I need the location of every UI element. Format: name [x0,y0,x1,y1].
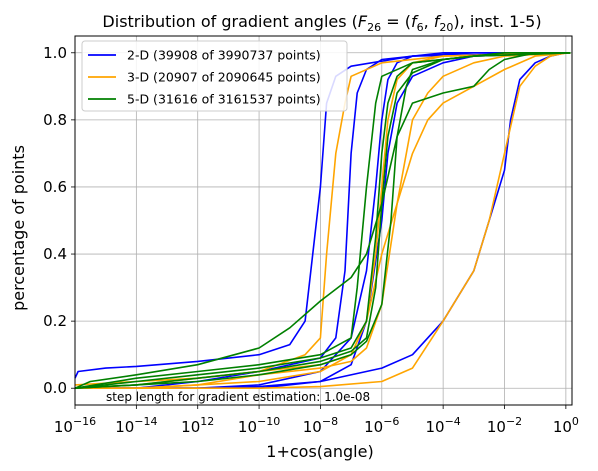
series-2-curve-0 [74,52,571,389]
x-tick-label: 10−14 [115,415,157,436]
plot-lines [74,52,571,389]
series-1-curve-4 [75,52,571,389]
y-tick-label: 0.2 [43,312,67,330]
x-tick-label: 100 [553,415,579,436]
step-length-annotation: step length for gradient estimation: 1.0… [106,390,370,404]
legend: 2-D (39908 of 3990737 points) 3-D (20907 … [81,40,348,112]
x-tick-label: 10−2 [487,415,522,436]
series-2-curve-3 [74,52,571,389]
y-tick-label: 1.0 [43,44,67,62]
series-2-curve-4 [74,52,571,389]
series-0-curve-0 [74,52,571,379]
legend-entry: 2-D (39908 of 3990737 points) [127,48,321,63]
x-tick-label: 10−4 [425,415,460,436]
y-tick-label: 0.6 [43,178,67,196]
y-tick-label: 0.0 [43,379,67,397]
legend-entry: 3-D (20907 of 2090645 points) [127,70,321,85]
y-tick-label: 0.4 [43,245,67,263]
x-tick-label: 1012 [181,415,214,436]
series-0-curve-2 [75,52,571,389]
x-tick-label: 10−10 [238,415,280,436]
legend-entry: 5-D (31616 of 3161537 points) [127,92,321,107]
legend-box [81,40,348,112]
series-2-curve-2 [74,52,571,389]
x-axis-label: 1+cos(angle) [266,442,373,461]
x-axis-ticks: 10−16 10−14 1012 10−10 10−8 10−6 10−4 10−2 100 [54,405,579,436]
plot-frame [74,35,573,406]
x-tick-label: 10−6 [364,415,399,436]
y-axis-ticks: 0.0 0.2 0.4 0.6 0.8 1.0 [43,44,75,397]
y-tick-label: 0.8 [43,111,67,129]
x-tick-label: 10−16 [54,415,96,436]
chart-title: Distribution of gradient angles (F26 = (… [102,12,541,34]
y-axis-label: percentage of points [9,145,28,311]
x-tick-label: 10−8 [303,415,338,436]
